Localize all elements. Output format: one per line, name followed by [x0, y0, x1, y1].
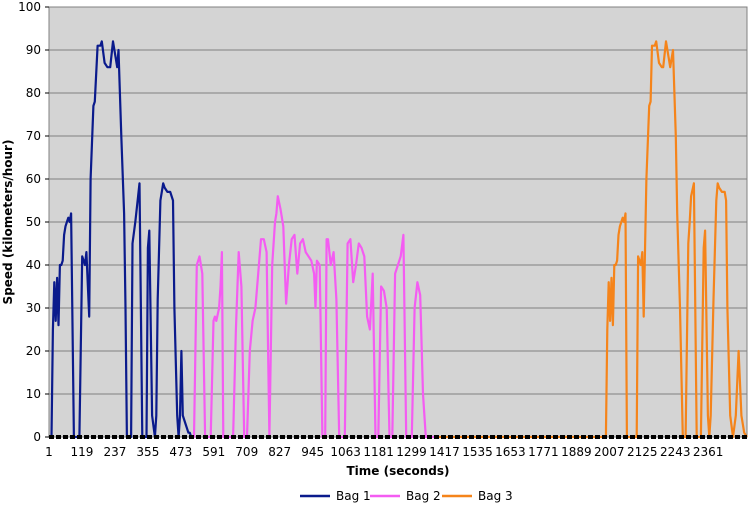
x-tick-label: 1181	[363, 445, 394, 459]
grid-lines	[49, 49, 747, 395]
x-tick-label: 237	[103, 445, 126, 459]
legend-label: Bag 1	[336, 489, 371, 503]
x-tick-label: 1417	[429, 445, 460, 459]
y-tick-label: 30	[26, 301, 41, 315]
x-axis-title: Time (seconds)	[346, 464, 449, 478]
y-tick-label: 50	[26, 215, 41, 229]
legend: Bag 1 Bag 2 Bag 3	[300, 489, 513, 503]
y-tick-label: 10	[26, 387, 41, 401]
x-tick-label: 1	[45, 445, 53, 459]
x-tick-labels: 1 119 237 355 473 591 709 827 945 1063 1181 1299 141…	[45, 445, 723, 459]
y-tick-label: 0	[33, 430, 41, 444]
series-line-bag-3	[435, 40, 748, 439]
x-tick-label: 1063	[330, 445, 361, 459]
x-tick-label: 827	[268, 445, 291, 459]
y-axis-title: Speed (kilometers/hour)	[1, 140, 15, 305]
x-tick-label: 2361	[693, 445, 724, 459]
x-tick-label: 2007	[594, 445, 625, 459]
x-tick-label: 945	[301, 445, 324, 459]
y-tick-label: 80	[26, 86, 41, 100]
x-tick-label: 709	[235, 445, 258, 459]
y-tick-label: 90	[26, 43, 41, 57]
x-tick-label: 355	[136, 445, 159, 459]
y-tick-label: 70	[26, 129, 41, 143]
y-tick-label: 60	[26, 172, 41, 186]
y-tick-label: 100	[18, 0, 41, 14]
x-tick-label: 2125	[627, 445, 658, 459]
x-tick-label: 591	[202, 445, 225, 459]
x-tick-label: 119	[71, 445, 94, 459]
x-tick-label: 1299	[396, 445, 427, 459]
x-tick-label: 473	[169, 445, 192, 459]
x-tick-label: 1535	[462, 445, 493, 459]
legend-label: Bag 2	[406, 489, 441, 503]
legend-label: Bag 3	[478, 489, 513, 503]
x-tick-label: 1653	[495, 445, 526, 459]
x-tick-label: 1889	[561, 445, 592, 459]
series-line-bag-1	[49, 40, 193, 439]
y-tick-labels: 0 10 20 30 40 50 60 70 80 90 100	[18, 0, 49, 444]
y-tick-label: 40	[26, 258, 41, 272]
x-tick-label: 1771	[528, 445, 559, 459]
x-tick-label: 2243	[660, 445, 691, 459]
y-tick-label: 20	[26, 344, 41, 358]
